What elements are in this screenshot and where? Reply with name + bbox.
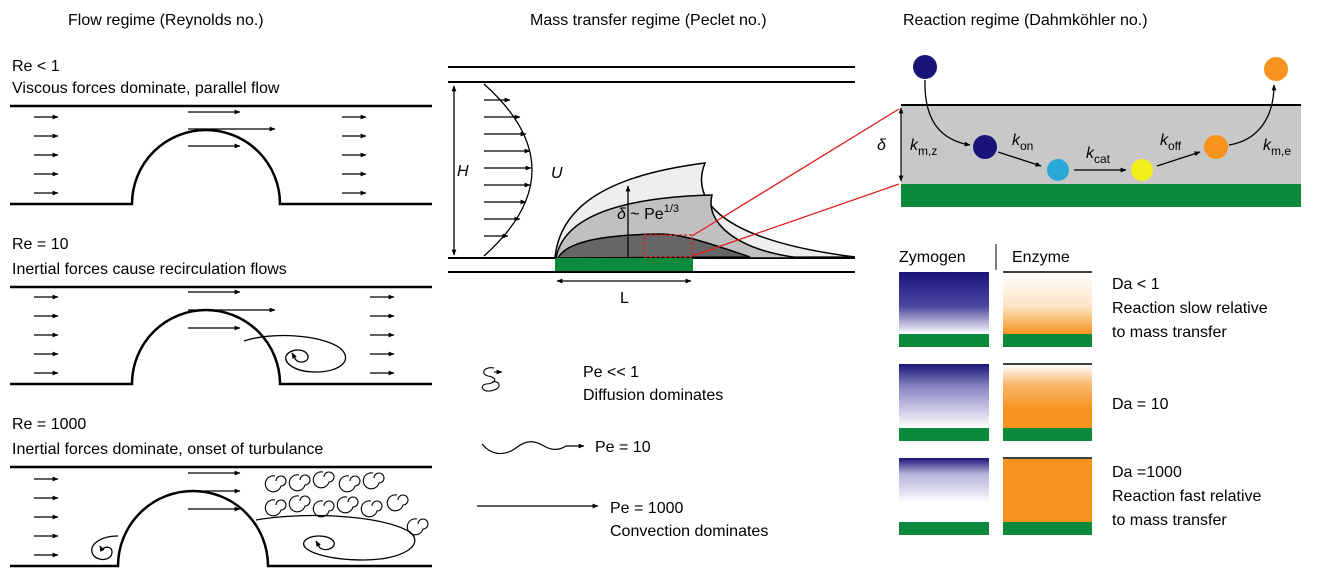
pe-value: Pe = 1000	[610, 500, 684, 517]
rate-subscript: m,e	[1271, 144, 1291, 158]
da-row: Da = 10	[899, 363, 1169, 441]
zymogen-molecule	[973, 135, 997, 159]
velocity-label: U	[551, 165, 563, 182]
delta-exponent: 1/3	[664, 203, 679, 215]
rate-subscript: m,z	[918, 144, 937, 158]
reactive-surface	[901, 184, 1301, 207]
delta-symbol: δ	[617, 206, 627, 223]
flow-heading: Flow regime (Reynolds no.)	[68, 12, 264, 29]
da-value: Da = 10	[1112, 396, 1169, 413]
da-description: Reaction slow relative	[1112, 300, 1268, 317]
flow-arrows	[34, 470, 241, 558]
pe-value: Pe << 1	[583, 364, 639, 381]
surface-strip	[1003, 428, 1092, 441]
peclet-legend: Pe << 1 Diffusion dominates Pe = 10 Pe =…	[477, 364, 768, 540]
bulk-layer	[901, 105, 1301, 184]
pe-description: Convection dominates	[610, 523, 768, 540]
zoom-line	[691, 183, 900, 257]
rate-k: k	[1086, 145, 1095, 162]
rate-k: k	[910, 137, 919, 154]
height-label: H	[457, 163, 469, 180]
da-description: to mass transfer	[1112, 324, 1227, 341]
surface-strip	[1003, 522, 1092, 535]
da-description: to mass transfer	[1112, 512, 1227, 529]
da-profile-table: Zymogen Enzyme Da < 1 Reaction slow rela…	[899, 244, 1268, 535]
mass-transfer-channel: H U δ ~ Pe1/3 L	[448, 66, 856, 307]
surface-strip	[1003, 334, 1092, 347]
surface-strip	[899, 334, 989, 347]
rate-k-me: km,e	[1263, 137, 1291, 158]
da-description: Reaction fast relative	[1112, 488, 1262, 505]
delta-relation: ~ Pe	[626, 206, 664, 223]
obstacle-bump	[10, 489, 432, 568]
flow-arrows	[34, 289, 395, 376]
rate-subscript: off	[1168, 139, 1182, 153]
rate-k-on: kon	[1012, 132, 1033, 153]
wavy-arrow-icon	[481, 441, 585, 455]
zymogen-profile	[899, 458, 989, 522]
enzyme-molecule	[1204, 135, 1228, 159]
flow-panel-recirculation: Re = 10 Inertial forces cause recirculat…	[10, 236, 432, 386]
zoom-line	[691, 108, 900, 237]
rate-subscript: cat	[1094, 152, 1111, 166]
rate-subscript: on	[1020, 139, 1033, 153]
enzyme-column-header: Enzyme	[1012, 249, 1070, 266]
rate-k: k	[1012, 132, 1021, 149]
flow-panel-laminar: Re < 1 Viscous forces dominate, parallel…	[10, 58, 432, 206]
rate-k-mz: km,z	[910, 137, 937, 158]
rate-k: k	[1263, 137, 1272, 154]
da-value: Da =1000	[1112, 464, 1182, 481]
pe-value: Pe = 10	[595, 439, 651, 456]
reaction-zoom-panel: δ km,z kon kcat koff km,e	[877, 55, 1301, 207]
re-description: Viscous forces dominate, parallel flow	[12, 80, 280, 97]
da-value: Da < 1	[1112, 276, 1160, 293]
enzyme-profile	[1003, 459, 1092, 522]
enzyme-profile	[1003, 365, 1092, 428]
enzyme-profile	[1003, 273, 1092, 334]
zymogen-profile	[899, 272, 989, 334]
zymogen-molecule	[913, 55, 937, 79]
surface-strip	[899, 522, 989, 535]
obstacle-bump	[10, 308, 432, 386]
da-row: Da =1000 Reaction fast relative to mass …	[899, 457, 1262, 535]
mass-heading: Mass transfer regime (Peclet no.)	[530, 12, 767, 29]
da-row: Da < 1 Reaction slow relative to mass tr…	[899, 271, 1268, 347]
zymogen-column-header: Zymogen	[899, 249, 966, 266]
enzyme-molecule	[1264, 57, 1288, 81]
zymogen-profile	[899, 364, 989, 428]
re-label: Re = 10	[12, 236, 69, 253]
obstacle-bump	[10, 128, 432, 206]
rate-k: k	[1160, 132, 1169, 149]
delta-scaling-label: δ ~ Pe1/3	[617, 203, 679, 223]
re-description: Inertial forces cause recirculation flow…	[12, 261, 287, 278]
pe-description: Diffusion dominates	[583, 387, 723, 404]
re-description: Inertial forces dominate, onset of turbu…	[12, 441, 323, 458]
delta-label: δ	[877, 137, 887, 154]
reaction-arrows	[924, 79, 1277, 173]
length-label: L	[620, 290, 629, 307]
intermediate-molecule	[1131, 159, 1153, 181]
turbulent-eddies	[264, 471, 429, 536]
recirculation-vortex	[91, 514, 416, 561]
flow-panel-turbulent: Re = 1000 Inertial forces dominate, onse…	[10, 416, 432, 568]
velocity-arrows	[484, 97, 532, 239]
reactive-surface	[555, 258, 693, 271]
rate-k-off: koff	[1160, 132, 1182, 153]
complex-molecule	[1047, 159, 1069, 181]
diffusion-squiggle-icon	[481, 367, 503, 392]
velocity-profile	[483, 83, 533, 257]
flow-arrows	[34, 109, 367, 196]
surface-strip	[899, 428, 989, 441]
rate-k-cat: kcat	[1086, 145, 1111, 166]
re-label: Re < 1	[12, 58, 60, 75]
reaction-heading: Reaction regime (Dahmköhler no.)	[903, 12, 1148, 29]
re-label: Re = 1000	[12, 416, 86, 433]
recirculation-vortex	[243, 334, 347, 373]
